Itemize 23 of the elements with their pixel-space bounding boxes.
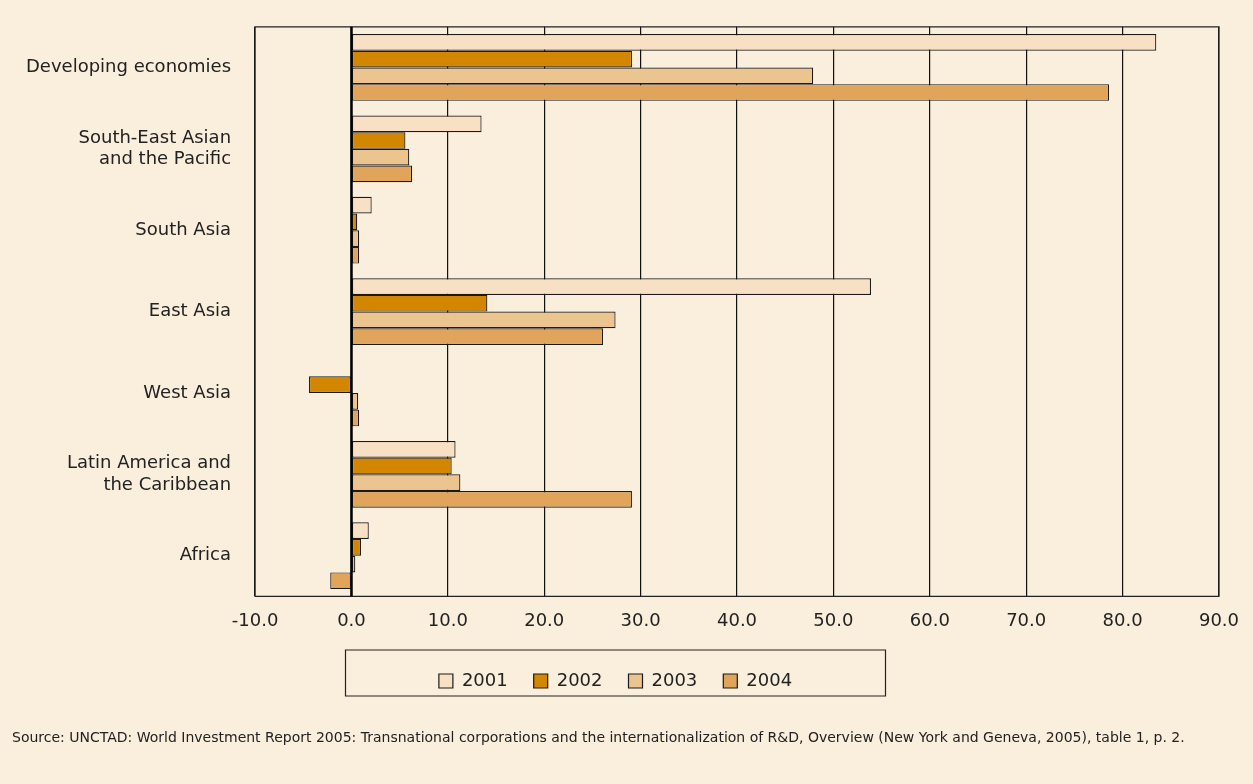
source-note: Source: UNCTAD: World Investment Report 2005: Transnational corporations and the internationalization of R&D, Overview (New York and Geneva, 2005), table 1, p. 2. bbox=[12, 728, 1186, 747]
legend-label: 2002 bbox=[556, 668, 603, 690]
x-tick-label: 40.0 bbox=[716, 608, 758, 630]
legend-label: 2004 bbox=[746, 668, 793, 690]
y-tick-label: South-East Asian and the Pacific bbox=[78, 125, 232, 169]
y-tick-label: Africa bbox=[179, 543, 232, 565]
x-tick-label: 20.0 bbox=[524, 608, 565, 630]
y-tick-label: West Asia bbox=[143, 380, 232, 402]
y-tick-label: Latin America and the Caribbean bbox=[66, 451, 232, 494]
x-tick-label: 30.0 bbox=[620, 608, 661, 630]
x-tick-label: 70.0 bbox=[1006, 608, 1047, 630]
x-tick-label: 60.0 bbox=[909, 608, 950, 630]
y-tick-label: Developing economies bbox=[25, 55, 232, 77]
legend-label: 2003 bbox=[651, 668, 698, 690]
y-tick-label: East Asia bbox=[148, 299, 232, 321]
x-tick-label: 10.0 bbox=[427, 608, 468, 630]
x-tick-label: 0.0 bbox=[337, 608, 366, 630]
x-tick-label: -10.0 bbox=[231, 608, 279, 630]
x-tick-label: 50.0 bbox=[813, 608, 854, 630]
x-tick-label: 90.0 bbox=[1198, 608, 1239, 630]
y-tick-label: South Asia bbox=[135, 217, 232, 239]
x-tick-label: 80.0 bbox=[1102, 608, 1143, 630]
legend-label: 2001 bbox=[461, 668, 508, 690]
